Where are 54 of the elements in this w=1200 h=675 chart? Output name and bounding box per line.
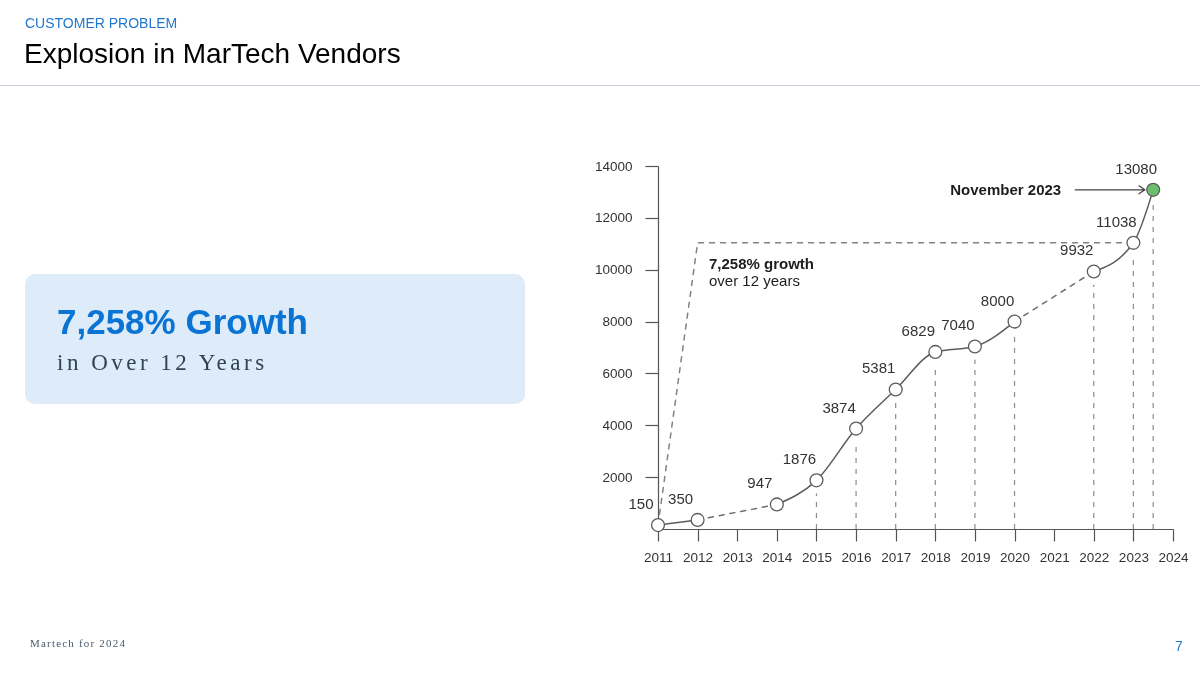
y-tick-label: 4000 bbox=[602, 417, 633, 433]
text: CUSTOMER PROBLEM bbox=[25, 15, 178, 31]
y-tick-label: 12000 bbox=[594, 210, 633, 226]
x-tick-label: 2018 bbox=[920, 549, 951, 565]
point bbox=[888, 382, 903, 397]
data-label: 11038 bbox=[1096, 212, 1137, 230]
text: Martech for 2024 bbox=[30, 637, 127, 649]
point bbox=[769, 497, 784, 512]
data-label: 3874 bbox=[822, 398, 856, 416]
x-tick-label: 2024 bbox=[1158, 549, 1189, 565]
y-tick-label: 14000 bbox=[594, 158, 633, 174]
x-tick-label: 2015 bbox=[801, 549, 832, 565]
x-tick-label: 2022 bbox=[1079, 549, 1110, 565]
point bbox=[928, 344, 943, 359]
y-tick-label: 6000 bbox=[602, 365, 633, 381]
data-label: 13080 bbox=[1115, 159, 1158, 177]
text: 7 bbox=[1175, 638, 1183, 654]
point bbox=[1007, 314, 1022, 329]
data-label: 8000 bbox=[980, 291, 1015, 309]
x-tick-label: 2016 bbox=[841, 549, 872, 565]
y-tick-label: 8000 bbox=[602, 314, 633, 330]
data-label: 7040 bbox=[941, 316, 975, 334]
point bbox=[1126, 235, 1141, 250]
point bbox=[650, 518, 666, 533]
data-label: 947 bbox=[747, 474, 773, 492]
point bbox=[967, 339, 982, 354]
text: Explosion in MarTech Vendors bbox=[24, 38, 401, 69]
x-tick-label: 2021 bbox=[1039, 549, 1070, 565]
x-tick-label: 2013 bbox=[722, 549, 753, 565]
annotation: 7,258% growth bbox=[709, 254, 815, 272]
data-label: 1876 bbox=[782, 450, 817, 468]
annotation: November 2023 bbox=[950, 181, 1062, 199]
x-tick-label: 2023 bbox=[1118, 549, 1149, 565]
data-label: 9932 bbox=[1060, 241, 1094, 259]
data-label: 350 bbox=[668, 489, 694, 507]
x-tick-label: 2011 bbox=[643, 549, 674, 565]
data-label: 6829 bbox=[901, 321, 935, 339]
data-label: 150 bbox=[628, 495, 654, 513]
data-label: 5381 bbox=[862, 359, 896, 377]
x-tick-label: 2017 bbox=[881, 549, 912, 565]
point bbox=[690, 512, 705, 527]
annotation: over 12 years bbox=[709, 271, 800, 289]
point bbox=[1146, 182, 1161, 197]
text: 7,258% Growth bbox=[57, 302, 308, 341]
point bbox=[809, 473, 824, 488]
y-tick-label: 2000 bbox=[602, 469, 633, 485]
x-tick-label: 2020 bbox=[1000, 549, 1031, 565]
x-tick-label: 2014 bbox=[762, 549, 793, 565]
text: in Over 12 Years bbox=[57, 350, 268, 375]
x-tick-label: 2019 bbox=[960, 549, 991, 565]
x-tick-label: 2012 bbox=[683, 549, 714, 565]
point bbox=[1086, 264, 1101, 279]
point bbox=[849, 421, 864, 436]
y-tick-label: 10000 bbox=[594, 262, 633, 278]
